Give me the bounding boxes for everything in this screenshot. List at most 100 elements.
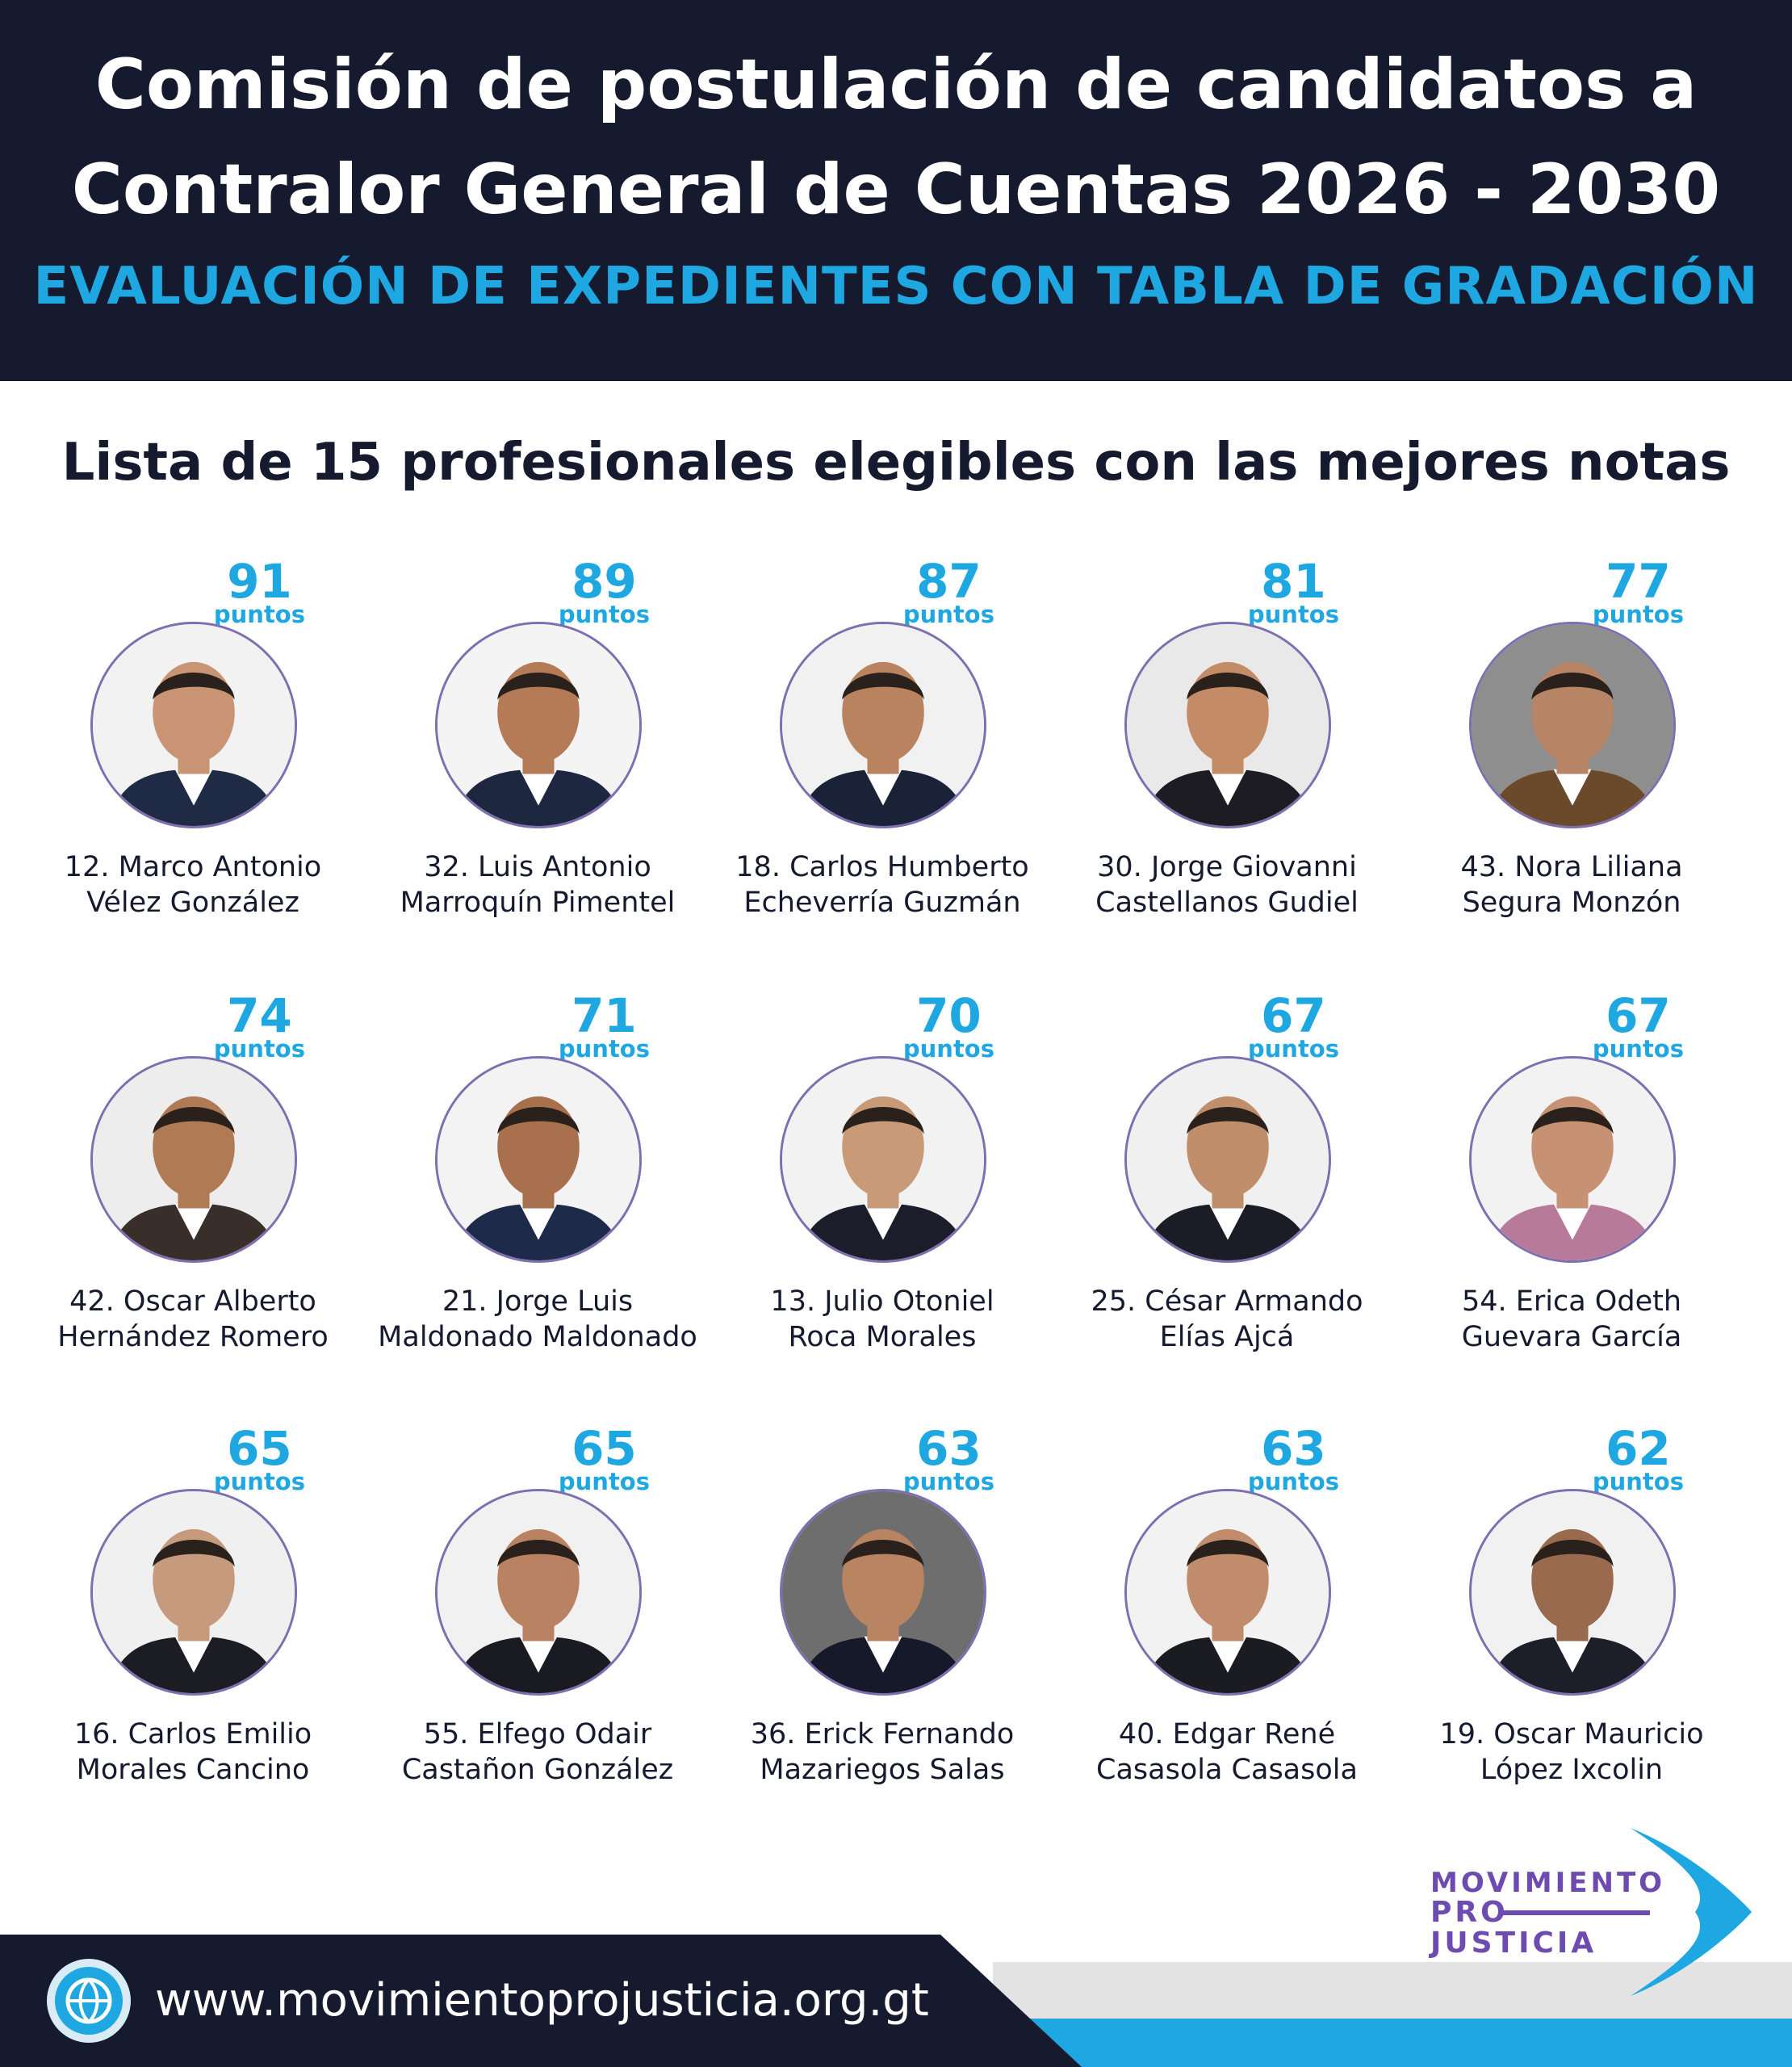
score-unit: puntos (1592, 1035, 1684, 1063)
website-link[interactable]: www.movimientoprojusticia.org.gt (155, 1974, 929, 2027)
candidate-name-line-1: 21. Jorge Luis (442, 1285, 634, 1318)
score-badge: 87 puntos (903, 557, 994, 627)
score-value: 65 (572, 1421, 637, 1476)
candidate-card: 74 puntos 42. Oscar Alberto Hernández Ro… (21, 992, 365, 1363)
candidate-photo (1124, 1056, 1331, 1263)
candidate-photo (1469, 622, 1676, 828)
score-value: 67 (1261, 988, 1326, 1043)
candidate-card: 77 puntos 43. Nora Liliana Segura Monzón (1400, 557, 1744, 929)
footer-bar (0, 1935, 1082, 2067)
score-badge: 70 puntos (903, 992, 994, 1061)
candidate-name-line-2: Castañon González (401, 1754, 674, 1786)
candidate-name-line-1: 43. Nora Liliana (1460, 851, 1683, 883)
score-badge: 63 puntos (1248, 1424, 1339, 1494)
candidate-card: 89 puntos 32. Luis Antonio Marroquín Pim… (366, 557, 710, 929)
score-badge: 65 puntos (214, 1424, 305, 1494)
candidate-photo (1469, 1489, 1676, 1696)
candidate-name: 16. Carlos Emilio Morales Cancino (21, 1717, 365, 1788)
movimiento-pro-justicia-logo: MOVIMIENTO PRO JUSTICIA (1429, 1822, 1752, 2002)
score-value: 67 (1606, 988, 1671, 1043)
score-badge: 77 puntos (1593, 557, 1684, 627)
candidate-card: 91 puntos 12. Marco Antonio Vélez Gonzál… (21, 557, 365, 929)
candidate-name: 12. Marco Antonio Vélez González (21, 849, 365, 920)
portrait-silhouette (438, 1059, 639, 1260)
score-unit: puntos (213, 601, 305, 628)
candidate-card: 70 puntos 13. Julio Otoniel Roca Morales (710, 992, 1054, 1363)
portrait-silhouette (1127, 624, 1329, 826)
candidate-name-line-1: 55. Elfego Odair (423, 1718, 652, 1750)
candidate-card: 63 puntos 36. Erick Fernando Mazariegos … (710, 1424, 1054, 1796)
candidate-card: 65 puntos 16. Carlos Emilio Morales Canc… (21, 1424, 365, 1796)
score-unit: puntos (1247, 601, 1339, 628)
candidate-name-line-2: Segura Monzón (1462, 887, 1681, 919)
candidate-photo (90, 1056, 297, 1263)
candidate-name-line-1: 40. Edgar René (1118, 1718, 1336, 1750)
list-heading: Lista de 15 profesionales elegibles con … (61, 433, 1731, 493)
footer-stripe-blue (1025, 2019, 1792, 2067)
portrait-silhouette (438, 1491, 639, 1693)
score-value: 71 (572, 988, 637, 1043)
score-badge: 65 puntos (559, 1424, 650, 1494)
score-value: 77 (1606, 554, 1671, 609)
candidate-name-line-2: Mazariegos Salas (760, 1754, 1005, 1786)
candidate-name: 21. Jorge Luis Maldonado Maldonado (366, 1284, 710, 1355)
page-title: Comisión de postulación de candidatos a … (0, 32, 1792, 242)
header-banner: Comisión de postulación de candidatos a … (0, 0, 1792, 381)
candidate-name-line-2: Roca Morales (788, 1321, 977, 1353)
score-unit: puntos (558, 1035, 650, 1063)
candidate-card: 81 puntos 30. Jorge Giovanni Castellanos… (1055, 557, 1399, 929)
score-unit: puntos (213, 1468, 305, 1495)
candidate-name-line-1: 19. Oscar Mauricio (1439, 1718, 1704, 1750)
portrait-silhouette (1472, 624, 1673, 826)
candidate-name-line-1: 16. Carlos Emilio (73, 1718, 312, 1750)
candidate-name: 42. Oscar Alberto Hernández Romero (21, 1284, 365, 1355)
candidate-name-line-2: Vélez González (86, 887, 299, 919)
score-badge: 67 puntos (1248, 992, 1339, 1061)
logo-text-line-2: PRO (1430, 1896, 1509, 1929)
candidate-name: 40. Edgar René Casasola Casasola (1055, 1717, 1399, 1788)
candidate-name-line-1: 13. Julio Otoniel (770, 1285, 994, 1318)
candidate-name-line-1: 30. Jorge Giovanni (1097, 851, 1357, 883)
score-value: 70 (916, 988, 982, 1043)
score-value: 63 (1261, 1421, 1326, 1476)
candidate-name: 19. Oscar Mauricio López Ixcolin (1400, 1717, 1744, 1788)
candidate-photo (1124, 1489, 1331, 1696)
candidate-name: 18. Carlos Humberto Echeverría Guzmán (710, 849, 1054, 920)
portrait-silhouette (1127, 1491, 1329, 1693)
score-unit: puntos (902, 1468, 994, 1495)
portrait-silhouette (782, 624, 984, 826)
portrait-silhouette (93, 624, 295, 826)
portrait-silhouette (1127, 1059, 1329, 1260)
candidate-name: 32. Luis Antonio Marroquín Pimentel (366, 849, 710, 920)
score-unit: puntos (1592, 601, 1684, 628)
candidate-photo (1469, 1056, 1676, 1263)
candidate-photo (780, 622, 986, 828)
globe-icon[interactable] (45, 1957, 132, 2044)
candidate-name-line-1: 25. César Armando (1091, 1285, 1363, 1318)
score-badge: 74 puntos (214, 992, 305, 1061)
title-line-1: Comisión de postulación de candidatos a (94, 44, 1698, 125)
candidate-card: 71 puntos 21. Jorge Luis Maldonado Maldo… (366, 992, 710, 1363)
score-value: 89 (572, 554, 637, 609)
candidate-photo (435, 622, 642, 828)
candidate-card: 62 puntos 19. Oscar Mauricio López Ixcol… (1400, 1424, 1744, 1796)
candidate-name-line-1: 32. Luis Antonio (424, 851, 651, 883)
candidate-name: 13. Julio Otoniel Roca Morales (710, 1284, 1054, 1355)
candidate-name-line-2: Casasola Casasola (1096, 1754, 1358, 1786)
score-badge: 62 puntos (1593, 1424, 1684, 1494)
candidate-name-line-1: 42. Oscar Alberto (69, 1285, 316, 1318)
candidate-name: 25. César Armando Elías Ajcá (1055, 1284, 1399, 1355)
score-value: 74 (227, 988, 292, 1043)
portrait-silhouette (1472, 1491, 1673, 1693)
score-badge: 91 puntos (214, 557, 305, 627)
logo-text-line-3: JUSTICIA (1430, 1927, 1597, 1960)
score-unit: puntos (558, 601, 650, 628)
score-value: 91 (227, 554, 292, 609)
candidate-card: 87 puntos 18. Carlos Humberto Echeverría… (710, 557, 1054, 929)
footer-stripe-light (993, 1962, 1792, 2019)
score-badge: 81 puntos (1248, 557, 1339, 627)
candidate-card: 65 puntos 55. Elfego Odair Castañon Gonz… (366, 1424, 710, 1796)
candidate-photo (780, 1056, 986, 1263)
candidate-photo (1124, 622, 1331, 828)
candidate-name-line-2: Marroquín Pimentel (400, 887, 676, 919)
